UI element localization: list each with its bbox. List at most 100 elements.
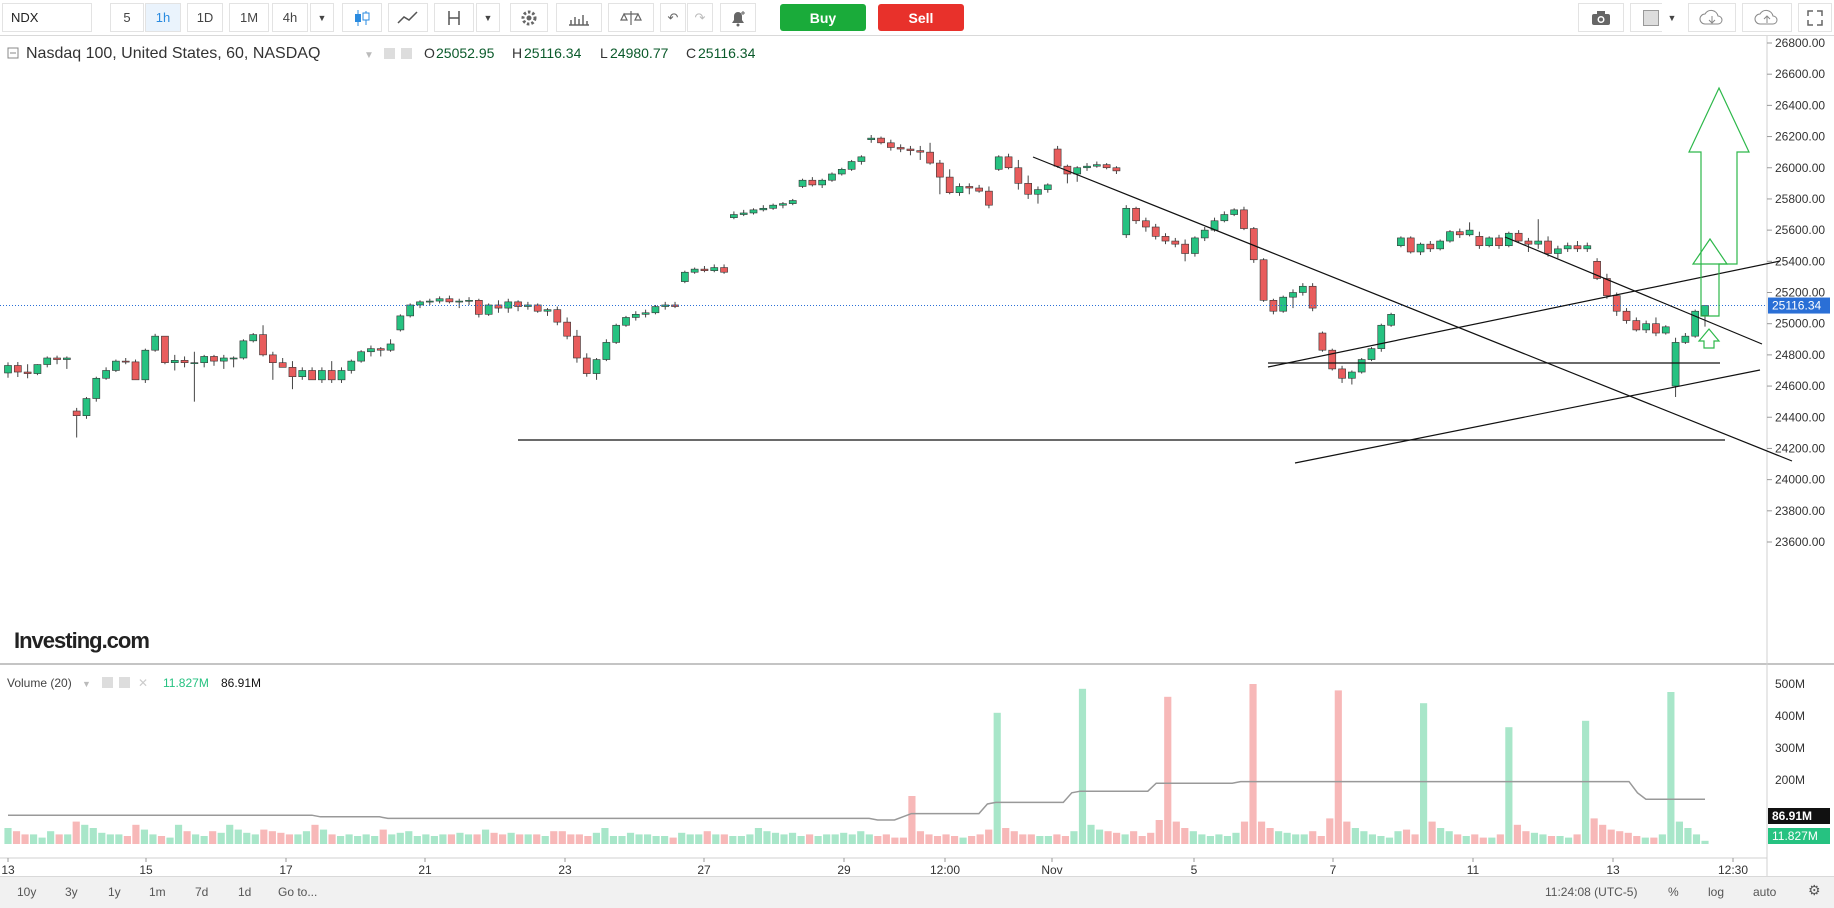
save-layout-button[interactable] [1742, 3, 1792, 32]
volume-bar [30, 834, 38, 844]
layout-dropdown-button[interactable]: ▼ [1662, 3, 1682, 32]
settings-icon[interactable] [119, 677, 130, 688]
chevron-down-icon: ▼ [317, 12, 327, 23]
goto-button[interactable]: Go to... [278, 885, 318, 899]
interval-1m-button[interactable]: 1M [229, 3, 269, 32]
candle-body [318, 370, 326, 381]
candle-body [416, 301, 424, 306]
time-tick-label: 5 [1191, 863, 1198, 876]
candle-body [1475, 236, 1484, 247]
buy-button[interactable]: Buy [780, 4, 866, 31]
volume-bar [174, 824, 183, 844]
range-1y-button[interactable]: 1y [108, 885, 121, 899]
settings-icon[interactable] [401, 48, 412, 59]
large-up-arrow [1688, 86, 1750, 265]
range-1m-button[interactable]: 1m [149, 885, 166, 899]
volume-bar [1010, 831, 1018, 844]
candle-body [1652, 323, 1660, 334]
volume-bar [1462, 836, 1470, 844]
interval-1d-button[interactable]: 1D [187, 3, 223, 32]
volume-axis[interactable]: 500M 400M 300M 200M [1775, 677, 1805, 787]
volume-bar [157, 836, 166, 844]
candle-body [1632, 320, 1641, 331]
drawing-tools-button[interactable] [434, 3, 474, 32]
sell-button[interactable]: Sell [878, 4, 964, 31]
volume-bar [1692, 834, 1701, 844]
volume-bar [1488, 837, 1496, 844]
volume-bar [1257, 821, 1266, 844]
load-layout-button[interactable] [1688, 3, 1736, 32]
range-3y-button[interactable]: 3y [65, 885, 78, 899]
eye-icon[interactable] [102, 677, 113, 688]
volume-bar [1564, 837, 1573, 844]
log-toggle[interactable]: log [1708, 885, 1725, 899]
drawing-dropdown-button[interactable]: ▼ [476, 3, 500, 32]
volume-bar [652, 836, 660, 844]
volume-bar [823, 834, 831, 844]
time-axis[interactable]: 13 15 17 21 23 27 29 12:00 Nov 5 7 11 13 12:30 [1, 858, 1748, 876]
range-10y-button[interactable]: 10y [17, 885, 37, 899]
settings-button[interactable] [510, 3, 548, 32]
candle-body [1161, 236, 1170, 242]
candle-body [190, 362, 199, 364]
trendline-down-1[interactable] [1032, 156, 1793, 462]
range-1d-button[interactable]: 1d [238, 885, 252, 899]
chevron-down-icon[interactable]: ▼ [364, 50, 374, 61]
candle-body [887, 142, 895, 148]
auto-toggle[interactable]: auto [1753, 885, 1777, 899]
price-axis[interactable]: 26800.00 26600.00 26400.00 26200.00 26000.00… [1767, 36, 1825, 549]
gear-icon[interactable]: ⚙ [1808, 882, 1821, 898]
volume-bar [72, 821, 80, 844]
volume-bar [601, 828, 609, 844]
volume-title[interactable]: Volume (20) [7, 676, 72, 690]
interval-1h-button[interactable]: 1h [145, 3, 181, 32]
volume-bar [1616, 831, 1624, 844]
volume-bar [771, 832, 780, 844]
candle-body [798, 179, 807, 187]
volume-bar [251, 834, 259, 844]
trendline-up-1[interactable] [1267, 260, 1781, 368]
candle-body [435, 298, 444, 302]
candle-body [151, 335, 159, 351]
chevron-down-icon[interactable]: ▼ [82, 679, 91, 689]
scale-button[interactable] [608, 3, 654, 32]
volume-bar [234, 829, 242, 844]
candle-body [1132, 207, 1140, 222]
redo-button[interactable]: ↷ [687, 3, 713, 32]
close-icon[interactable]: ✕ [138, 676, 148, 690]
price-tick-label: 26200.00 [1775, 130, 1825, 144]
volume-bar [1582, 720, 1590, 844]
collapse-icon[interactable] [7, 47, 19, 59]
chart-area[interactable]: 26800.00 26600.00 26400.00 26200.00 26000.00… [0, 36, 1834, 876]
volume-bar [81, 824, 89, 844]
eye-icon[interactable] [384, 48, 395, 59]
volume-bar [123, 836, 131, 844]
interval-4h-button[interactable]: 4h [272, 3, 308, 32]
screenshot-button[interactable] [1578, 3, 1624, 32]
fullscreen-button[interactable] [1798, 3, 1832, 32]
undo-button[interactable]: ↶ [660, 3, 686, 32]
trendlines[interactable] [518, 156, 1793, 464]
volume-bar [1658, 834, 1666, 844]
candle-type-button[interactable] [342, 3, 382, 32]
candle-body [1554, 248, 1562, 254]
volume-bar [439, 834, 447, 844]
volume-bar [1181, 828, 1189, 844]
trendline-up-2[interactable] [1294, 369, 1761, 464]
compare-button[interactable] [556, 3, 602, 32]
interval-dropdown-button[interactable]: ▼ [310, 3, 334, 32]
range-7d-button[interactable]: 7d [195, 885, 209, 899]
trendline-down-2[interactable] [1504, 236, 1763, 345]
symbol-search-input[interactable]: NDX [2, 3, 92, 32]
interval-5-button[interactable]: 5 [110, 3, 144, 32]
volume-bar [405, 831, 413, 844]
candle-body [1661, 326, 1670, 334]
scale-icon [620, 10, 642, 25]
volume-bar [976, 834, 984, 844]
indicators-button[interactable] [388, 3, 428, 32]
volume-bar [763, 831, 771, 844]
candle-body [690, 268, 699, 273]
chart-title[interactable]: Nasdaq 100, United States, 60, NASDAQ [26, 45, 320, 62]
percent-toggle[interactable]: % [1668, 885, 1679, 899]
alert-button[interactable] [720, 3, 756, 32]
